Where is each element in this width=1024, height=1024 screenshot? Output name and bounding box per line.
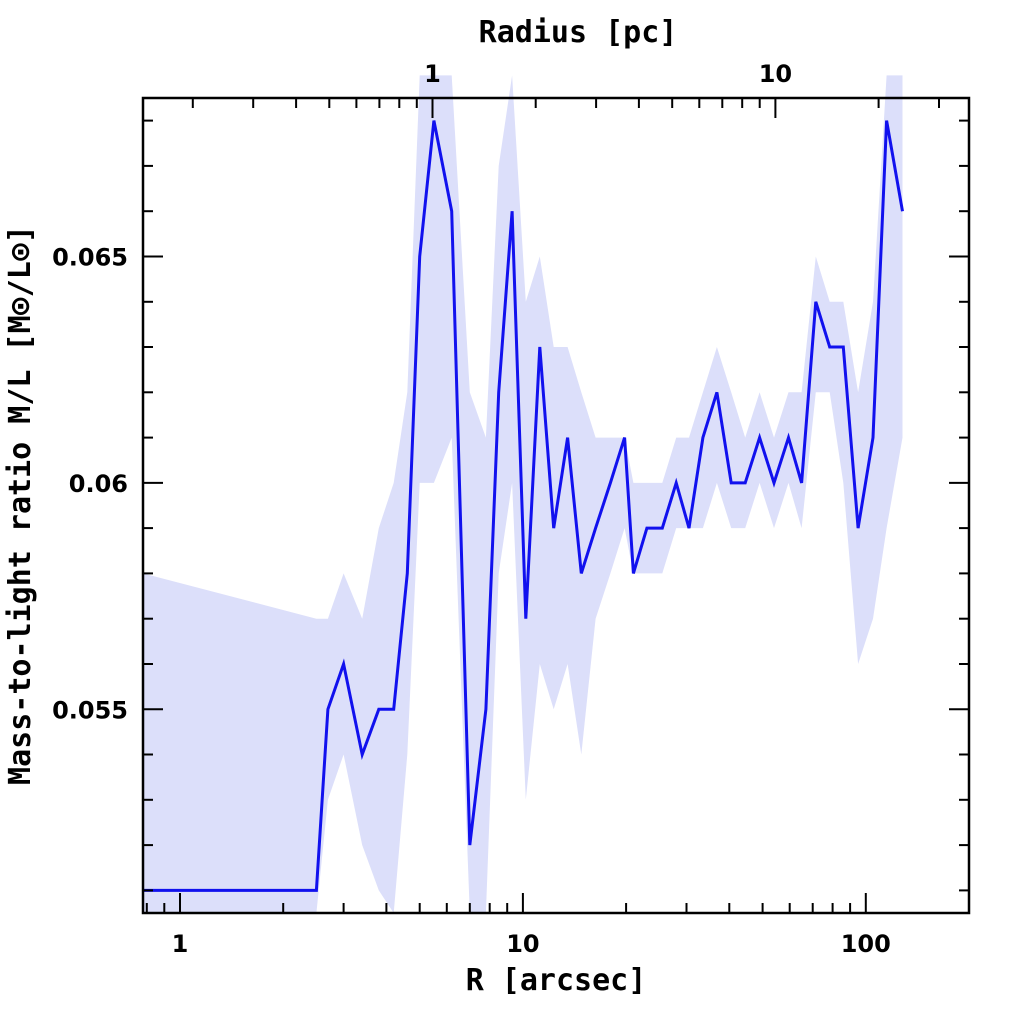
x-axis-title: R [arcsec]: [466, 963, 647, 998]
y-tick-label: 0.055: [52, 696, 128, 724]
x-tick-label: 100: [841, 930, 891, 958]
series-line-0: [143, 120, 904, 892]
plot-frame: [141, 96, 971, 915]
x2-tick-label: 10: [759, 60, 792, 88]
series-line-layer: [143, 120, 904, 892]
y-tick-label: 0.065: [52, 244, 128, 272]
tick-labels-layer: 1 10 100 1 10 0.055 0.06 0.065: [52, 60, 891, 958]
x2-axis-title: Radius [pc]: [479, 15, 678, 50]
y-tick-label: 0.06: [69, 470, 128, 498]
x-tick-label: 10: [506, 930, 539, 958]
x2-tick-label: 1: [424, 60, 441, 88]
x-tick-label: 1: [172, 930, 189, 958]
y-axis-title: Mass-to-light ratio M/L [M⊙/L⊙]: [3, 225, 38, 785]
